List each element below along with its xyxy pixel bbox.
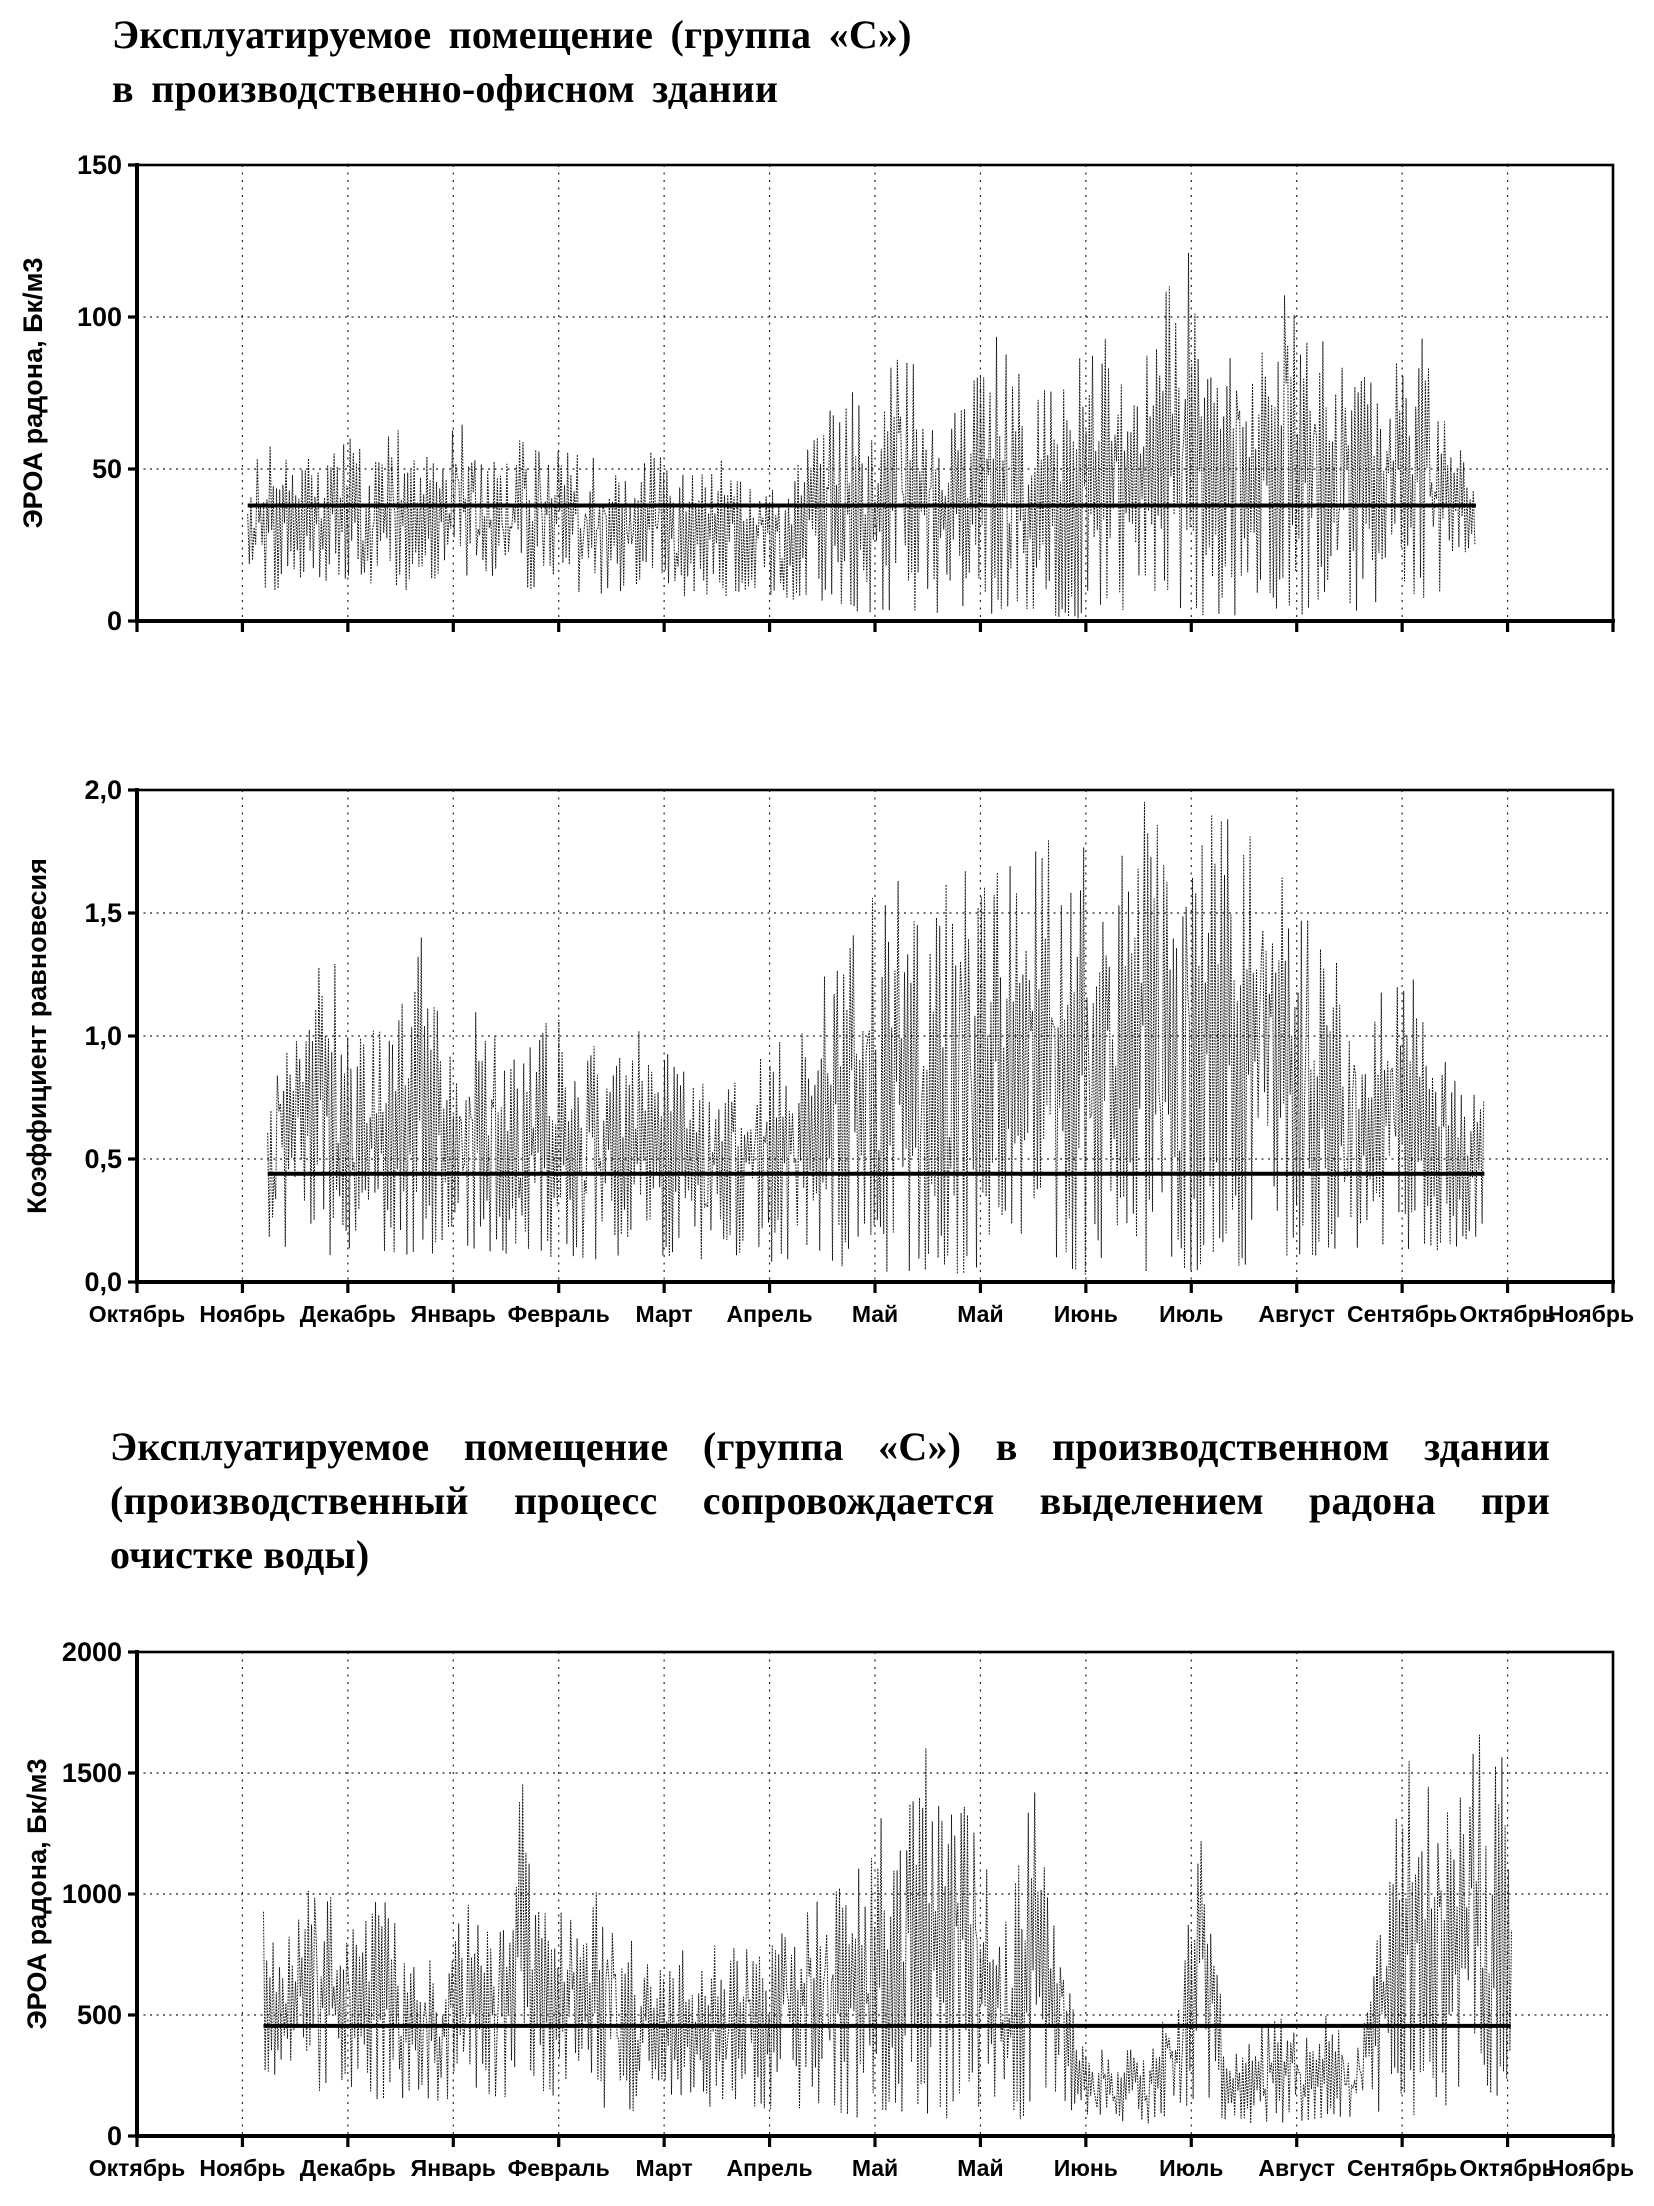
y-axis-title: Коэффициент равновесия — [22, 858, 52, 1214]
month-label: Июнь — [1054, 1301, 1118, 1327]
month-label: Май — [957, 1301, 1003, 1327]
month-label: Октябрь — [1459, 1301, 1555, 1327]
month-label: Март — [636, 2155, 693, 2181]
month-label: Май — [852, 1301, 898, 1327]
month-label: Август — [1258, 1301, 1335, 1327]
month-label: Ноябрь — [1548, 2155, 1634, 2181]
y-tick-label: 0,5 — [84, 1144, 122, 1174]
radon-eroa-office-chart: 0 50 100 150 ЭРОА радона, Бк/м3 — [18, 150, 1615, 636]
month-label: Июнь — [1054, 2155, 1118, 2181]
month-label: Февраль — [508, 1301, 610, 1327]
title-line-2: (производственный процесс сопровождается… — [110, 1478, 1550, 1523]
month-label: Октябрь — [1459, 2155, 1555, 2181]
month-label: Октябрь — [89, 1301, 185, 1327]
month-label: Декабрь — [300, 2155, 396, 2181]
month-label: Март — [636, 1301, 693, 1327]
month-label: Январь — [411, 1301, 496, 1327]
month-label: Ноябрь — [199, 1301, 285, 1327]
title-line-2: в производственно-офисном здании — [112, 66, 779, 111]
month-label: Май — [957, 2155, 1003, 2181]
y-tick-label: 0 — [107, 2121, 122, 2151]
y-tick-label: 500 — [77, 2000, 122, 2030]
y-tick-label: 1000 — [62, 1879, 122, 1909]
month-label: Ноябрь — [199, 2155, 285, 2181]
y-tick-label: 150 — [77, 150, 122, 180]
chart-group-1-title: Эксплуатируемое помещение (группа «С») в… — [112, 8, 912, 116]
y-tick-label: 50 — [92, 454, 122, 484]
y-tick-label: 2000 — [62, 1637, 122, 1667]
month-label: Сентябрь — [1347, 2155, 1457, 2181]
noise-series-path — [267, 801, 1485, 1275]
y-tick-label: 2,0 — [84, 775, 122, 805]
title-line-3: очистке воды) — [110, 1532, 370, 1577]
month-label: Апрель — [727, 2155, 813, 2181]
y-tick-label: 1,0 — [84, 1021, 122, 1051]
month-label: Октябрь — [89, 2155, 185, 2181]
month-label: Август — [1258, 2155, 1335, 2181]
y-tick-label: 100 — [77, 302, 122, 332]
y-tick-label: 1500 — [62, 1758, 122, 1788]
month-label: Июль — [1159, 1301, 1223, 1327]
month-label: Февраль — [508, 2155, 610, 2181]
month-label: Апрель — [727, 1301, 813, 1327]
chart-group-2-title: Эксплуатируемое помещение (группа «С») в… — [110, 1420, 1550, 1582]
month-label: Июль — [1159, 2155, 1223, 2181]
y-axis-title: ЭРОА радона, Бк/м3 — [22, 1758, 52, 2029]
month-label: Сентябрь — [1347, 1301, 1457, 1327]
title-line-1: Эксплуатируемое помещение (группа «С») — [112, 12, 912, 57]
month-label: Январь — [411, 2155, 496, 2181]
noise-series-path — [247, 252, 1476, 619]
noise-series-path — [263, 1734, 1512, 2124]
y-tick-label: 0 — [107, 606, 122, 636]
y-tick-label: 0,0 — [84, 1267, 122, 1297]
y-tick-label: 1,5 — [84, 898, 122, 928]
title-line-1: Эксплуатируемое помещение (группа «С») в… — [110, 1424, 1550, 1469]
month-label: Декабрь — [300, 1301, 396, 1327]
y-axis-title: ЭРОА радона, Бк/м3 — [18, 257, 48, 528]
month-label: Ноябрь — [1548, 1301, 1634, 1327]
month-label: Май — [852, 2155, 898, 2181]
